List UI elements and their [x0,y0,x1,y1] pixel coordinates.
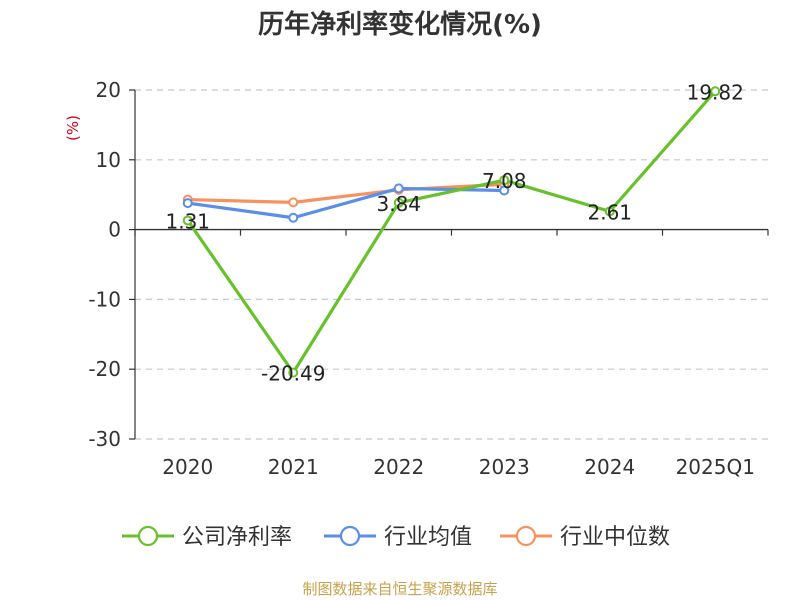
axes: 20 10 0 -10 -20 -30 2020 2021 2022 2023 2024 2025Q1… [64,78,769,479]
x-tick-label-2021: 2021 [268,455,319,479]
grid-lines [135,89,768,440]
chart-title: 历年净利率变化情况(%) [258,10,542,40]
series-line-industry-median [187,182,505,204]
x-tick-label-2025Q1: 2025Q1 [676,455,755,479]
legend-item-industry-mean: 行业均值 [324,525,472,550]
x-tick-label-2024: 2024 [584,455,635,479]
legend-label-company: 公司净利率 [182,525,292,550]
legend-item-industry-median: 行业中位数 [500,525,670,550]
point-company-2023 [499,175,510,186]
point-company-2020 [182,215,193,226]
y-tick-label--10: -10 [88,287,121,311]
point-industry-median-2021 [288,197,299,208]
legend-label-industry-median: 行业中位数 [560,525,670,550]
y-tick-label-0: 0 [108,218,121,242]
point-company-2025Q1 [710,86,721,97]
legend-item-company: 公司净利率 [122,525,292,550]
legend-marker-industry-median [515,525,537,547]
series-line-company [186,90,717,375]
series-lines [182,86,721,378]
y-tick-label--30: -30 [88,427,121,451]
legend: 公司净利率 行业均值 行业中位数 [122,525,670,550]
y-tick-label-20: 20 [96,78,121,102]
data-label-2023: 7.08 [482,169,527,193]
data-source-note: 制图数据来自恒生聚源数据库 [302,580,498,598]
x-tick-label-2022: 2022 [373,455,424,479]
series-line-industry-mean [187,186,505,220]
point-industry-mean-2021 [288,212,299,223]
y-tick-label-10: 10 [96,148,121,172]
point-industry-mean-2022 [393,183,404,194]
point-company-2021 [288,367,299,378]
y-axis-label: (%) [64,115,82,141]
data-label-2024: 2.61 [587,200,632,224]
legend-marker-company [137,525,159,547]
x-tick-label-2020: 2020 [162,455,213,479]
point-company-2022 [393,197,404,208]
data-labels: 1.31 -20.49 3.84 7.08 2.61 19.82 [165,80,743,385]
legend-label-industry-mean: 行业均值 [384,525,472,550]
point-industry-mean-2023 [499,185,510,196]
data-label-2025Q1: 19.82 [687,80,744,104]
point-company-2024 [604,206,615,217]
point-industry-mean-2020 [182,198,193,209]
legend-marker-industry-mean [339,525,361,547]
data-label-2022: 3.84 [376,192,421,216]
x-tick-label-2023: 2023 [479,455,530,479]
data-label-2020: 1.31 [165,209,210,233]
data-label-2021: -20.49 [261,362,325,386]
y-tick-label--20: -20 [88,357,121,381]
